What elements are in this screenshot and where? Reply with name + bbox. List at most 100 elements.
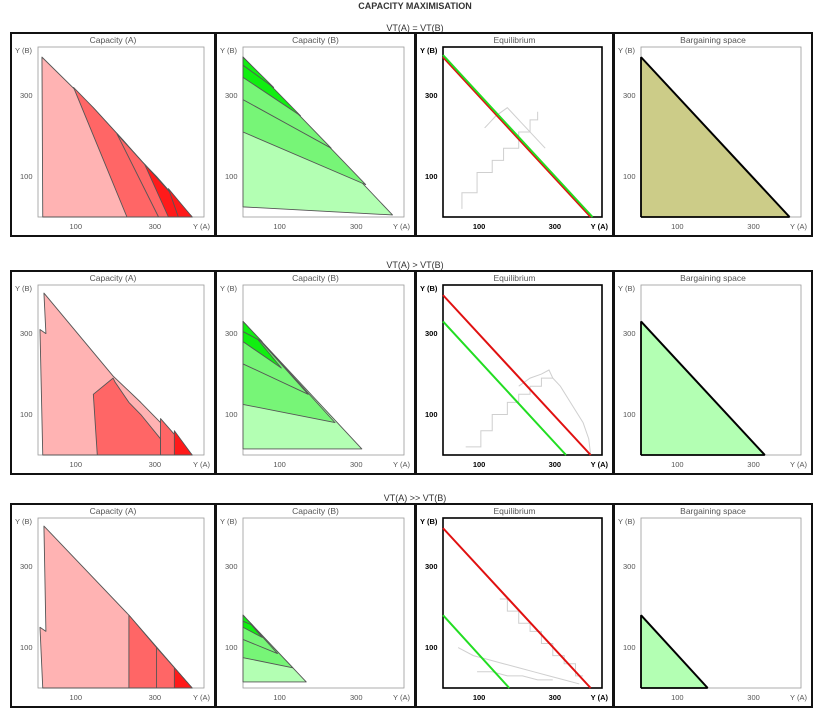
x-tick-label: 300 [747, 460, 760, 469]
y-tick-label: 100 [20, 409, 33, 419]
chart-panel: Capacity (B) Y (B) Y (A) 100 300 100 300 [215, 270, 416, 475]
x-axis-label: Y (A) [193, 222, 210, 231]
region-polygon [173, 430, 193, 456]
y-tick-label: 100 [623, 642, 636, 652]
equilibrium-path [477, 671, 553, 681]
chart-panel: Capacity (A) Y (B) Y (A) 100 300 100 300 [10, 270, 216, 475]
y-tick-label: 100 [20, 642, 33, 652]
x-tick-label: 100 [472, 222, 486, 231]
y-axis-label: Y (B) [420, 284, 438, 293]
y-axis-label: Y (B) [220, 517, 237, 526]
chart-panel: Bargaining space Y (B) Y (A) 100 300 100 300 [613, 503, 813, 708]
y-tick-label: 300 [225, 328, 238, 338]
y-tick-label: 300 [623, 561, 636, 571]
plot-area [37, 284, 205, 456]
panel-title: Equilibrium [493, 273, 536, 283]
x-tick-label: 300 [548, 693, 562, 702]
chart-panel: Equilibrium Y (B) Y (A) 100 300 100 300 [415, 32, 614, 237]
y-axis-label: Y (B) [420, 46, 438, 55]
y-tick-label: 300 [425, 561, 438, 571]
x-tick-label: 100 [472, 693, 486, 702]
y-tick-label: 300 [20, 328, 33, 338]
panel-title: Equilibrium [493, 35, 536, 45]
y-tick-label: 100 [225, 171, 238, 181]
chart-panel: Bargaining space Y (B) Y (A) 100 300 100 300 [613, 32, 813, 237]
frontier-line [442, 527, 592, 689]
panel-title: Capacity (B) [292, 273, 339, 283]
plot-frame [442, 284, 603, 456]
y-tick-label: 300 [20, 90, 33, 100]
plot-area [640, 46, 802, 218]
x-tick-label: 300 [548, 222, 562, 231]
y-axis-label: Y (B) [220, 46, 237, 55]
panel-title: Bargaining space [680, 35, 746, 45]
scenario-title: VT(A) > VT(B) [386, 260, 444, 270]
region-polygon [167, 188, 193, 218]
y-tick-label: 300 [623, 328, 636, 338]
x-tick-label: 300 [148, 693, 162, 702]
frontier-line [640, 320, 766, 456]
equilibrium-path [465, 377, 553, 448]
equilibrium-path [518, 369, 592, 456]
panel-title: Capacity (A) [89, 273, 137, 283]
y-tick-label: 100 [425, 642, 438, 652]
chart-panel: Capacity (B) Y (B) Y (A) 100 300 100 300 [215, 503, 416, 708]
panel-title: Capacity (A) [89, 35, 137, 45]
x-tick-label: 100 [273, 693, 286, 702]
panel-title: Equilibrium [493, 506, 536, 516]
plot-area [242, 517, 405, 689]
plot-frame [442, 517, 603, 689]
y-tick-label: 300 [425, 90, 438, 100]
x-axis-label: Y (A) [590, 693, 608, 702]
equilibrium-path [461, 111, 539, 209]
x-tick-label: 100 [69, 693, 83, 702]
x-axis-label: Y (A) [790, 693, 807, 702]
frontier-line [640, 614, 709, 689]
plot-area [442, 284, 603, 456]
frontier-line [442, 320, 567, 456]
chart-panel: Capacity (A) Y (B) Y (A) 100 300 100 300 [10, 503, 216, 708]
plot-area [640, 517, 802, 689]
plot-frame [640, 517, 802, 689]
y-tick-label: 100 [225, 642, 238, 652]
x-tick-label: 300 [548, 460, 562, 469]
x-tick-label: 100 [69, 460, 83, 469]
chart-panel: Equilibrium Y (B) Y (A) 100 300 100 300 [415, 503, 614, 708]
plot-area [242, 46, 405, 218]
panel-title: Bargaining space [680, 506, 746, 516]
x-tick-label: 100 [671, 693, 684, 702]
x-axis-label: Y (A) [590, 222, 608, 231]
x-tick-label: 100 [273, 460, 286, 469]
x-tick-label: 100 [69, 222, 83, 231]
plot-area [37, 517, 205, 689]
plot-frame [242, 517, 405, 689]
y-axis-label: Y (B) [220, 284, 237, 293]
y-tick-label: 100 [425, 409, 438, 419]
region-polygon [242, 56, 275, 88]
equilibrium-path [499, 598, 584, 677]
plot-area [242, 284, 405, 456]
plot-area [640, 284, 802, 456]
y-tick-label: 300 [425, 328, 438, 338]
y-tick-label: 300 [20, 561, 33, 571]
x-tick-label: 300 [747, 222, 760, 231]
y-tick-label: 100 [623, 171, 636, 181]
panel-title: Capacity (B) [292, 506, 339, 516]
x-axis-label: Y (A) [393, 222, 410, 231]
plot-area [442, 517, 603, 689]
frontier-line [442, 54, 594, 218]
y-tick-label: 100 [425, 171, 438, 181]
x-tick-label: 300 [350, 460, 363, 469]
x-axis-label: Y (A) [790, 460, 807, 469]
x-tick-label: 300 [148, 222, 162, 231]
chart-panel: Equilibrium Y (B) Y (A) 100 300 100 300 [415, 270, 614, 475]
x-tick-label: 300 [350, 222, 363, 231]
region-polygon [173, 667, 193, 689]
y-tick-label: 100 [20, 171, 33, 181]
x-tick-label: 100 [671, 460, 684, 469]
y-tick-label: 300 [623, 90, 636, 100]
equilibrium-path [457, 647, 580, 685]
x-tick-label: 300 [350, 693, 363, 702]
x-tick-label: 100 [273, 222, 286, 231]
frontier-line [442, 614, 510, 689]
